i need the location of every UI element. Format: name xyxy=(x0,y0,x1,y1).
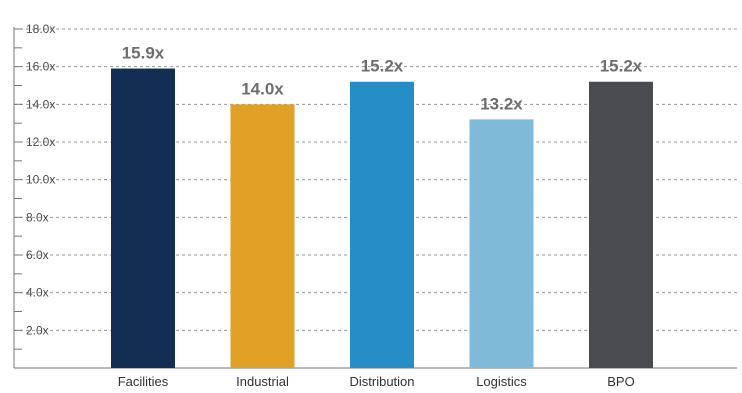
bar-industrial xyxy=(230,104,295,368)
x-category-label: Distribution xyxy=(349,374,414,389)
data-label: 15.2x xyxy=(600,57,643,76)
x-category-label: Industrial xyxy=(236,374,289,389)
bar-logistics xyxy=(469,119,534,369)
y-tick-label: 10.0x xyxy=(26,173,55,187)
y-axis: 2.0x 4.0x 6.0x 8.0x 10.0x 12.0x 14.0x 16.0x 18.0… xyxy=(13,22,737,369)
bars xyxy=(111,68,653,369)
x-category-label: Logistics xyxy=(476,374,527,389)
bar-distribution xyxy=(350,81,414,368)
data-label: 15.9x xyxy=(122,44,165,63)
data-labels: 15.9x 14.0x 15.2x 13.2x 15.2x xyxy=(122,44,643,114)
x-category-label: BPO xyxy=(607,374,634,389)
y-tick-label: 2.0x xyxy=(26,323,49,337)
data-label: 14.0x xyxy=(241,79,284,98)
bar-bpo xyxy=(589,81,653,368)
y-tick-label: 4.0x xyxy=(26,286,49,300)
y-tick-label: 14.0x xyxy=(26,97,55,111)
y-tick-label: 16.0x xyxy=(26,60,55,74)
x-axis: Facilities Industrial Distribution Logistic… xyxy=(118,374,635,389)
data-label: 13.2x xyxy=(480,94,523,113)
y-tick-label: 6.0x xyxy=(26,248,49,262)
y-tick-label: 8.0x xyxy=(26,210,49,224)
y-tick-label: 12.0x xyxy=(26,135,55,149)
y-tick-label: 18.0x xyxy=(26,22,55,36)
x-category-label: Facilities xyxy=(118,374,169,389)
data-label: 15.2x xyxy=(361,57,404,76)
bar-facilities xyxy=(111,68,175,369)
